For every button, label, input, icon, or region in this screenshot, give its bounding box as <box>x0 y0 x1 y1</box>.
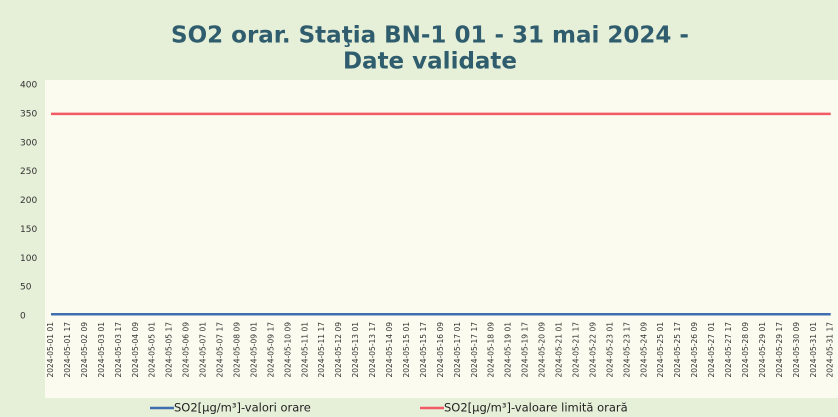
x-tick-label: 2024-05-05 01 <box>148 322 157 378</box>
x-tick-label: 2024-05-16 09 <box>436 322 445 378</box>
x-tick-label: 2024-05-29 01 <box>758 322 767 378</box>
x-tick-label: 2024-05-19 17 <box>521 322 530 378</box>
y-tick-label: 200 <box>20 196 37 206</box>
x-tick-label: 2024-05-15 01 <box>402 322 411 378</box>
x-tick-label: 2024-05-07 17 <box>216 322 225 378</box>
x-tick-label: 2024-05-25 01 <box>656 322 665 378</box>
x-tick-label: 2024-05-30 09 <box>792 322 801 378</box>
x-tick-label: 2024-05-10 09 <box>283 322 292 378</box>
x-tick-label: 2024-05-13 01 <box>351 322 360 378</box>
x-tick-label: 2024-05-29 17 <box>775 322 784 378</box>
x-tick-label: 2024-05-25 17 <box>673 322 682 378</box>
x-tick-label: 2024-05-22 09 <box>588 322 597 378</box>
x-tick-label: 2024-05-14 09 <box>385 322 394 378</box>
x-tick-label: 2024-05-28 09 <box>741 322 750 378</box>
x-tick-label: 2024-05-31 01 <box>809 322 818 378</box>
x-tick-label: 2024-05-09 01 <box>249 322 258 378</box>
x-tick-label: 2024-05-27 01 <box>707 322 716 378</box>
x-tick-label: 2024-05-24 09 <box>639 322 648 378</box>
y-tick-label: 400 <box>20 81 37 91</box>
x-tick-label: 2024-05-01 17 <box>63 322 72 378</box>
chart-title: SO2 orar. Staţia BN-1 01 - 31 mai 2024 - <box>171 23 689 49</box>
x-tick-label: 2024-05-18 09 <box>487 322 496 378</box>
plot-area <box>45 80 838 398</box>
legend-label: SO2[µg/m³]-valori orare <box>174 401 311 415</box>
x-tick-label: 2024-05-04 09 <box>131 322 140 378</box>
y-tick-label: 50 <box>20 283 32 293</box>
x-tick-label: 2024-05-27 17 <box>724 322 733 378</box>
x-tick-label: 2024-05-26 09 <box>690 322 699 378</box>
x-tick-label: 2024-05-11 17 <box>317 322 326 378</box>
y-tick-label: 250 <box>20 167 37 177</box>
x-tick-label: 2024-05-05 17 <box>165 322 174 378</box>
x-tick-label: 2024-05-03 17 <box>114 322 123 378</box>
x-tick-label: 2024-05-13 17 <box>368 322 377 378</box>
x-tick-label: 2024-05-07 01 <box>199 322 208 378</box>
x-tick-label: 2024-05-20 09 <box>538 322 547 378</box>
x-tick-label: 2024-05-09 17 <box>266 322 275 378</box>
x-tick-label: 2024-05-21 01 <box>555 322 564 378</box>
x-tick-label: 2024-05-31 17 <box>826 322 835 378</box>
y-tick-label: 0 <box>20 312 26 322</box>
x-tick-label: 2024-05-15 17 <box>419 322 428 378</box>
x-tick-label: 2024-05-03 01 <box>97 322 106 378</box>
y-tick-label: 150 <box>20 225 37 235</box>
x-tick-label: 2024-05-08 09 <box>232 322 241 378</box>
y-tick-label: 300 <box>20 138 37 148</box>
x-tick-label: 2024-05-19 01 <box>504 322 513 378</box>
x-tick-label: 2024-05-01 01 <box>46 322 55 378</box>
x-tick-label: 2024-05-06 09 <box>182 322 191 378</box>
y-tick-label: 100 <box>20 254 37 264</box>
x-tick-label: 2024-05-12 09 <box>334 322 343 378</box>
x-tick-label: 2024-05-17 17 <box>470 322 479 378</box>
chart-title: Date validate <box>343 49 517 75</box>
y-tick-label: 350 <box>20 109 37 119</box>
legend-label: SO2[µg/m³]-valoare limită orară <box>444 401 628 415</box>
x-tick-label: 2024-05-23 01 <box>605 322 614 378</box>
x-tick-label: 2024-05-21 17 <box>571 322 580 378</box>
x-tick-label: 2024-05-11 01 <box>300 322 309 378</box>
x-tick-label: 2024-05-17 01 <box>453 322 462 378</box>
x-tick-label: 2024-05-23 17 <box>622 322 631 378</box>
x-tick-label: 2024-05-02 09 <box>80 322 89 378</box>
